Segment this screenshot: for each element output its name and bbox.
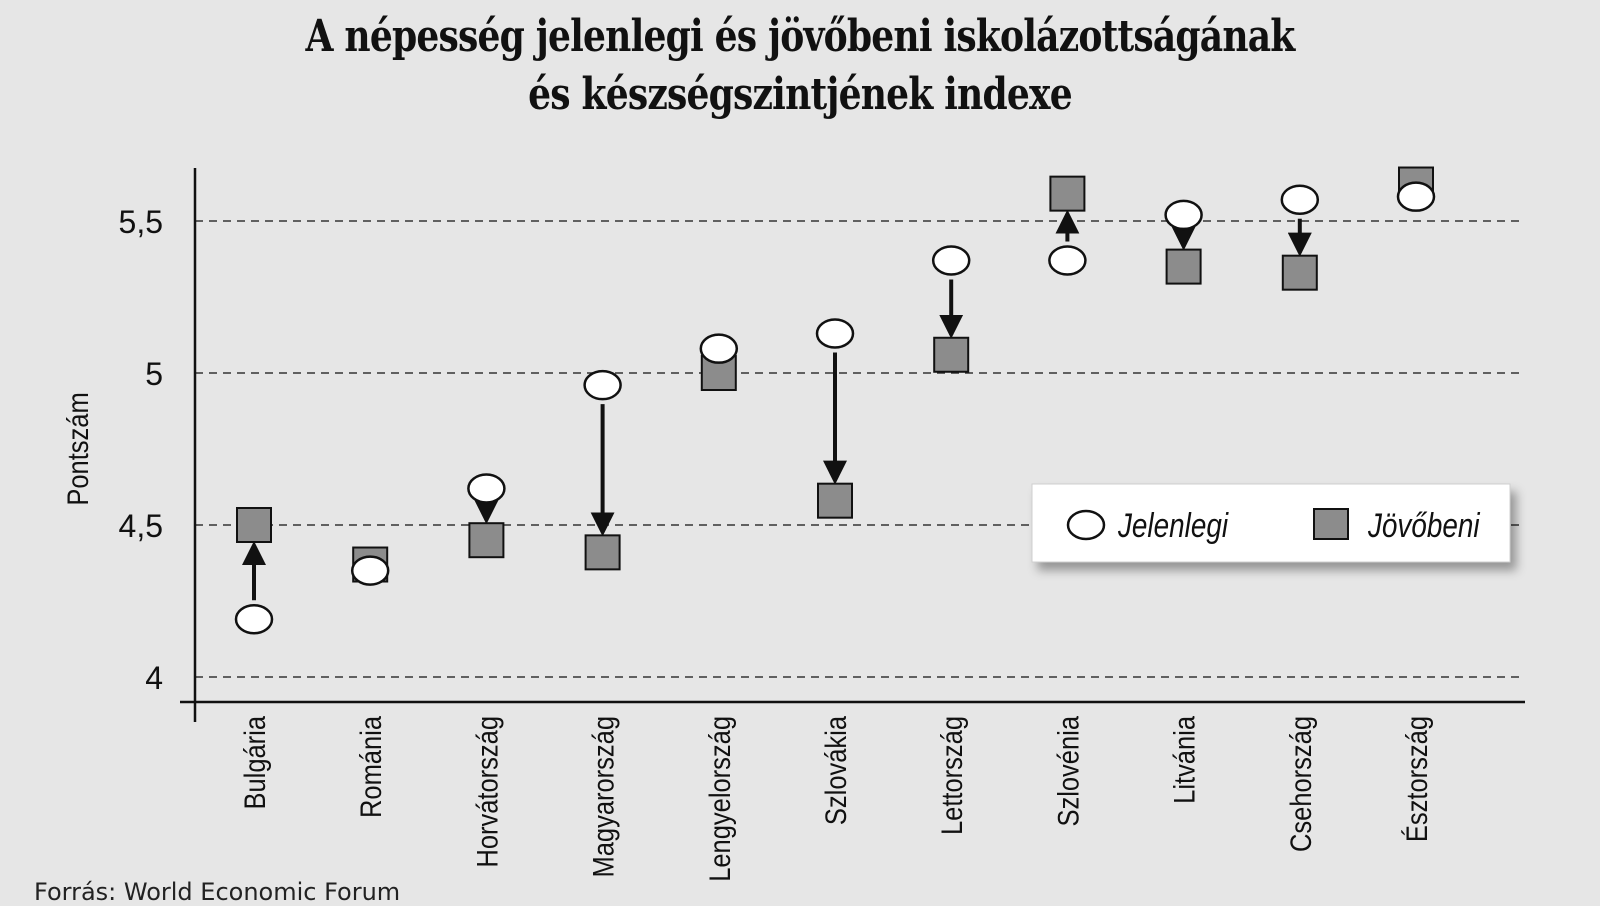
y-tick-label: 5,5 [119,204,163,240]
future-point [236,507,272,543]
current-point [350,555,390,586]
x-tick-label: Lengyelország [703,716,736,882]
legend-circle-marker [1066,509,1106,541]
x-tick-label: Szlovákia [819,716,852,826]
future-point [933,336,970,373]
future-point [1165,248,1202,285]
current-point [1048,245,1087,276]
current-point [815,318,855,349]
chart-title-line-1: A népesség jelenlegi és jövőbeni iskoláz… [305,11,1296,62]
x-tick-label: Litvánia [1168,716,1201,804]
current-point [1164,199,1203,231]
current-point [699,333,739,364]
chart-title-line-2: és készségszintjének indexe [528,69,1073,120]
legend-square-marker [1313,508,1349,540]
current-point [467,473,506,504]
x-tick-label: Magyarország [587,716,620,878]
x-tick-label: Észtország [1400,716,1433,842]
future-point [584,534,621,571]
future-point [468,522,505,559]
y-tick-label: 4 [145,660,163,696]
future-point [1281,254,1318,291]
x-tick-label: Szlovénia [1051,716,1084,827]
current-point [1280,184,1320,215]
current-point [583,369,622,401]
chart-title: A népesség jelenlegi és jövőbeni iskoláz… [0,8,1600,124]
legend-label-current: Jelenlegi [1117,506,1229,544]
x-tick-label: Csehország [1284,716,1317,852]
source-note: Forrás: World Economic Forum [34,878,401,906]
x-tick-label: Románia [354,716,387,818]
y-tick-label: 4,5 [119,508,163,544]
current-point [1396,181,1436,212]
x-tick-label: Horvátország [470,716,503,868]
future-point [817,482,853,519]
future-point [1049,175,1086,212]
x-tick-label: Lettország [935,716,968,835]
current-point [234,603,274,635]
legend: Jelenlegi Jövőbeni [1031,483,1511,563]
legend-box [1031,483,1511,563]
legend-label-future: Jövőbeni [1367,506,1480,544]
x-tick-label: Bulgária [238,716,271,810]
y-axis-label: Pontszám [61,392,94,505]
y-tick-label: 5 [145,356,163,392]
current-point [931,245,971,276]
